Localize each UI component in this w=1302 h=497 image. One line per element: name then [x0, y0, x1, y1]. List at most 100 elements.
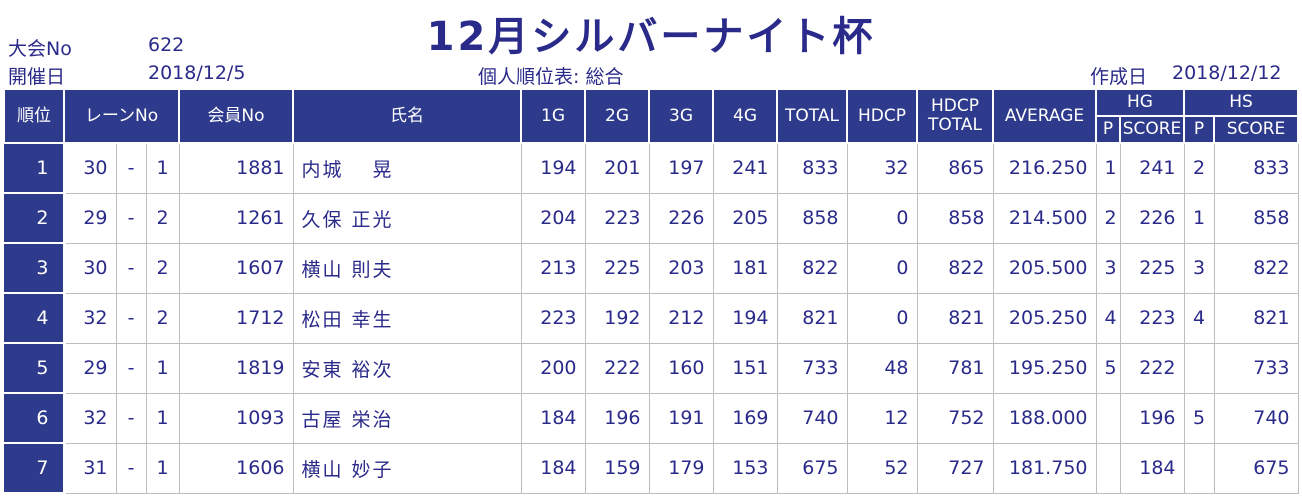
member-cell: 1712: [178, 292, 294, 344]
rank-cell: 7: [4, 442, 66, 494]
col-header-average: AVERAGE: [992, 88, 1097, 144]
rank-cell: 5: [4, 342, 66, 394]
hs-score-cell: 740: [1213, 392, 1299, 444]
hg-p-cell: 2: [1095, 192, 1121, 244]
g4-cell: 153: [712, 442, 778, 494]
hg-score-cell: 184: [1119, 442, 1185, 494]
table-row: 3 30 - 2 1607 横山 則夫 213 225 203 181 822 …: [4, 242, 1299, 294]
g4-cell: 205: [712, 192, 778, 244]
g2-cell: 196: [584, 392, 650, 444]
kaisai-label: 開催日: [8, 66, 66, 88]
member-cell: 1261: [178, 192, 294, 244]
average-cell: 188.000: [992, 392, 1097, 444]
name-cell: 松田 幸生: [292, 292, 522, 344]
g1-cell: 204: [520, 192, 586, 244]
hdcp-cell: 0: [846, 292, 918, 344]
col-header-hg-score: SCORE: [1119, 115, 1185, 144]
rank-cell: 3: [4, 242, 66, 294]
average-cell: 214.500: [992, 192, 1097, 244]
table-row: 1 30 - 1 1881 内城 晃 194 201 197 241 833 3…: [4, 142, 1299, 194]
hdcp-cell: 0: [846, 242, 918, 294]
hs-score-cell: 675: [1213, 442, 1299, 494]
hg-score-cell: 225: [1119, 242, 1185, 294]
lane-cell: 30: [63, 242, 117, 294]
lane-separator: -: [115, 192, 147, 244]
hs-p-cell: [1183, 342, 1215, 394]
lane-separator: -: [115, 242, 147, 294]
rank-cell: 1: [4, 142, 66, 194]
hdcp-cell: 32: [846, 142, 918, 194]
col-header-hg: HG: [1095, 88, 1185, 117]
col-header-name: 氏名: [292, 88, 522, 144]
page-title: 12月シルバーナイト杯: [426, 14, 876, 60]
g2-cell: 223: [584, 192, 650, 244]
sakusei-label: 作成日: [1090, 66, 1148, 88]
member-cell: 1093: [178, 392, 294, 444]
hg-p-cell: [1095, 392, 1121, 444]
rank-cell: 2: [4, 192, 66, 244]
g1-cell: 200: [520, 342, 586, 394]
sakusei-date: 2018/12/12: [1172, 62, 1282, 84]
member-cell: 1819: [178, 342, 294, 394]
g3-cell: 212: [648, 292, 714, 344]
name-cell: 横山 妙子: [292, 442, 522, 494]
col-header-member: 会員No: [178, 88, 294, 144]
lane-pos-cell: 1: [145, 142, 180, 194]
kaisai-date: 2018/12/5: [148, 62, 246, 84]
g1-cell: 194: [520, 142, 586, 194]
lane-separator: -: [115, 392, 147, 444]
hs-score-cell: 822: [1213, 242, 1299, 294]
g3-cell: 160: [648, 342, 714, 394]
g1-cell: 184: [520, 442, 586, 494]
col-header-hs: HS: [1182, 88, 1300, 117]
hs-score-cell: 821: [1213, 292, 1299, 344]
lane-pos-cell: 1: [145, 392, 180, 444]
hdcp-total-cell: 821: [916, 292, 994, 344]
col-header-total: TOTAL: [776, 88, 848, 144]
col-header-2g: 2G: [584, 88, 650, 144]
ranking-table: 順位 レーンNo 会員No 氏名 1G 2G 3G 4G TOTAL HDCP …: [3, 88, 1300, 494]
average-cell: 205.500: [992, 242, 1097, 294]
hg-p-cell: 1: [1095, 142, 1121, 194]
hs-p-cell: 5: [1183, 392, 1215, 444]
col-header-hs-p: P: [1183, 115, 1215, 144]
col-header-hs-score: SCORE: [1212, 115, 1300, 144]
hs-p-cell: 4: [1183, 292, 1215, 344]
g3-cell: 191: [648, 392, 714, 444]
g4-cell: 151: [712, 342, 778, 394]
hs-score-cell: 858: [1213, 192, 1299, 244]
hdcp-total-cell: 752: [916, 392, 994, 444]
rank-cell: 4: [4, 292, 66, 344]
name-cell: 横山 則夫: [292, 242, 522, 294]
total-cell: 858: [776, 192, 848, 244]
hdcp-cell: 52: [846, 442, 918, 494]
g2-cell: 222: [584, 342, 650, 394]
hg-score-cell: 222: [1119, 342, 1185, 394]
average-cell: 205.250: [992, 292, 1097, 344]
hg-score-cell: 241: [1119, 142, 1185, 194]
hs-p-cell: 3: [1183, 242, 1215, 294]
col-header-hg-p: P: [1095, 115, 1121, 144]
report-subtitle: 個人順位表: 総合: [478, 66, 624, 88]
member-cell: 1606: [178, 442, 294, 494]
rank-cell: 6: [4, 392, 66, 444]
g1-cell: 213: [520, 242, 586, 294]
g3-cell: 197: [648, 142, 714, 194]
hs-score-cell: 833: [1213, 142, 1299, 194]
lane-cell: 32: [63, 392, 117, 444]
col-header-rank: 順位: [3, 88, 65, 144]
hdcp-cell: 0: [846, 192, 918, 244]
name-cell: 久保 正光: [292, 192, 522, 244]
hg-p-cell: 3: [1095, 242, 1121, 294]
g3-cell: 179: [648, 442, 714, 494]
lane-separator: -: [115, 342, 147, 394]
average-cell: 216.250: [992, 142, 1097, 194]
g2-cell: 201: [584, 142, 650, 194]
name-cell: 内城 晃: [292, 142, 522, 194]
lane-pos-cell: 2: [145, 292, 180, 344]
col-header-4g: 4G: [712, 88, 778, 144]
total-cell: 822: [776, 242, 848, 294]
g4-cell: 194: [712, 292, 778, 344]
lane-cell: 31: [63, 442, 117, 494]
hdcp-total-cell: 781: [916, 342, 994, 394]
